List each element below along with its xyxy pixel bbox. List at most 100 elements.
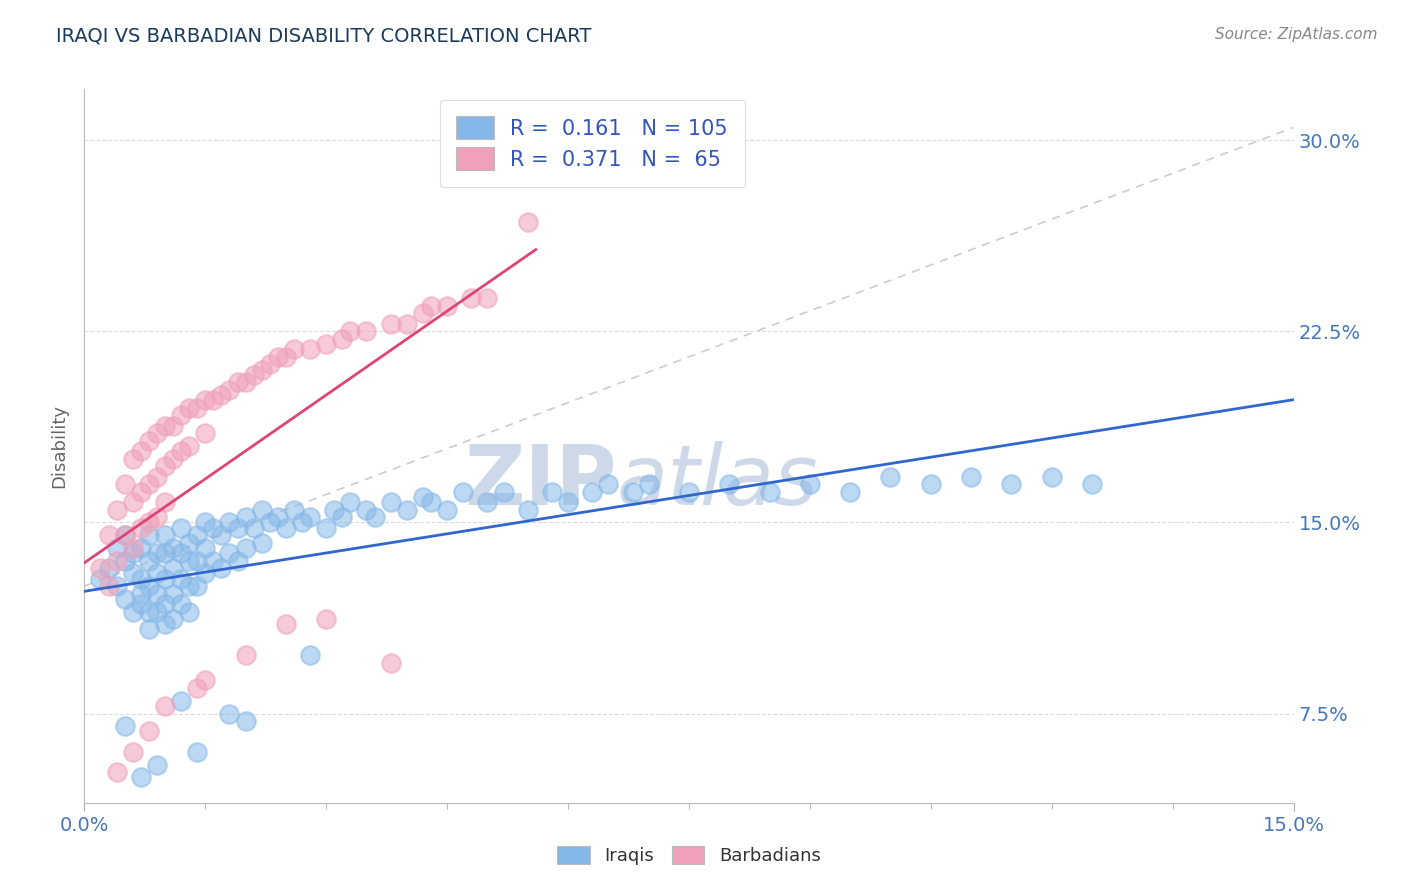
Iraqis <box>1040 469 1063 483</box>
Barbadians <box>121 541 143 555</box>
Iraqis <box>315 520 337 534</box>
Iraqis <box>412 490 434 504</box>
Iraqis <box>1081 477 1104 491</box>
Iraqis <box>267 510 290 524</box>
Iraqis <box>170 546 193 560</box>
Iraqis <box>105 541 128 555</box>
Iraqis <box>138 605 160 619</box>
Iraqis <box>339 495 361 509</box>
Iraqis <box>129 572 152 586</box>
Barbadians <box>129 484 152 499</box>
Iraqis <box>97 561 120 575</box>
Barbadians <box>267 350 290 364</box>
Iraqis <box>235 541 257 555</box>
Iraqis <box>146 605 169 619</box>
Iraqis <box>960 469 983 483</box>
Iraqis <box>114 554 136 568</box>
Barbadians <box>121 495 143 509</box>
Barbadians <box>299 342 322 356</box>
Iraqis <box>226 520 249 534</box>
Iraqis <box>250 502 273 516</box>
Iraqis <box>170 520 193 534</box>
Barbadians <box>186 401 208 415</box>
Barbadians <box>412 306 434 320</box>
Iraqis <box>121 566 143 581</box>
Iraqis <box>218 546 240 560</box>
Iraqis <box>170 572 193 586</box>
Iraqis <box>138 623 160 637</box>
Iraqis <box>799 477 821 491</box>
Barbadians <box>274 350 297 364</box>
Iraqis <box>839 484 862 499</box>
Barbadians <box>202 393 225 408</box>
Barbadians <box>153 459 176 474</box>
Iraqis <box>380 495 402 509</box>
Iraqis <box>218 516 240 530</box>
Barbadians <box>420 299 443 313</box>
Iraqis <box>153 528 176 542</box>
Barbadians <box>477 291 499 305</box>
Iraqis <box>186 579 208 593</box>
Iraqis <box>194 541 217 555</box>
Barbadians <box>179 439 201 453</box>
Iraqis <box>598 477 620 491</box>
Barbadians <box>146 426 169 441</box>
Barbadians <box>105 765 128 780</box>
Iraqis <box>179 554 201 568</box>
Iraqis <box>363 510 385 524</box>
Iraqis <box>436 502 458 516</box>
Iraqis <box>541 484 564 499</box>
Barbadians <box>162 451 184 466</box>
Iraqis <box>250 536 273 550</box>
Iraqis <box>194 516 217 530</box>
Iraqis <box>170 597 193 611</box>
Iraqis <box>146 546 169 560</box>
Iraqis <box>879 469 901 483</box>
Barbadians <box>121 745 143 759</box>
Iraqis <box>121 546 143 560</box>
Barbadians <box>380 656 402 670</box>
Barbadians <box>179 401 201 415</box>
Barbadians <box>209 388 232 402</box>
Barbadians <box>259 358 281 372</box>
Iraqis <box>259 516 281 530</box>
Iraqis <box>153 617 176 632</box>
Iraqis <box>516 502 538 516</box>
Text: ZIP: ZIP <box>464 442 616 522</box>
Iraqis <box>186 745 208 759</box>
Iraqis <box>114 719 136 733</box>
Barbadians <box>235 648 257 662</box>
Iraqis <box>179 536 201 550</box>
Iraqis <box>129 770 152 784</box>
Iraqis <box>129 541 152 555</box>
Iraqis <box>226 554 249 568</box>
Iraqis <box>451 484 474 499</box>
Iraqis <box>291 516 314 530</box>
Iraqis <box>581 484 603 499</box>
Text: atlas: atlas <box>616 442 818 522</box>
Iraqis <box>186 554 208 568</box>
Iraqis <box>1000 477 1022 491</box>
Barbadians <box>153 495 176 509</box>
Y-axis label: Disability: Disability <box>51 404 69 488</box>
Barbadians <box>218 383 240 397</box>
Barbadians <box>436 299 458 313</box>
Barbadians <box>356 324 378 338</box>
Barbadians <box>170 444 193 458</box>
Iraqis <box>492 484 515 499</box>
Barbadians <box>460 291 482 305</box>
Iraqis <box>395 502 418 516</box>
Iraqis <box>146 587 169 601</box>
Iraqis <box>356 502 378 516</box>
Iraqis <box>138 579 160 593</box>
Barbadians <box>89 561 111 575</box>
Barbadians <box>516 215 538 229</box>
Barbadians <box>380 317 402 331</box>
Barbadians <box>138 477 160 491</box>
Barbadians <box>97 579 120 593</box>
Barbadians <box>250 362 273 376</box>
Iraqis <box>718 477 741 491</box>
Iraqis <box>202 554 225 568</box>
Barbadians <box>146 469 169 483</box>
Barbadians <box>121 451 143 466</box>
